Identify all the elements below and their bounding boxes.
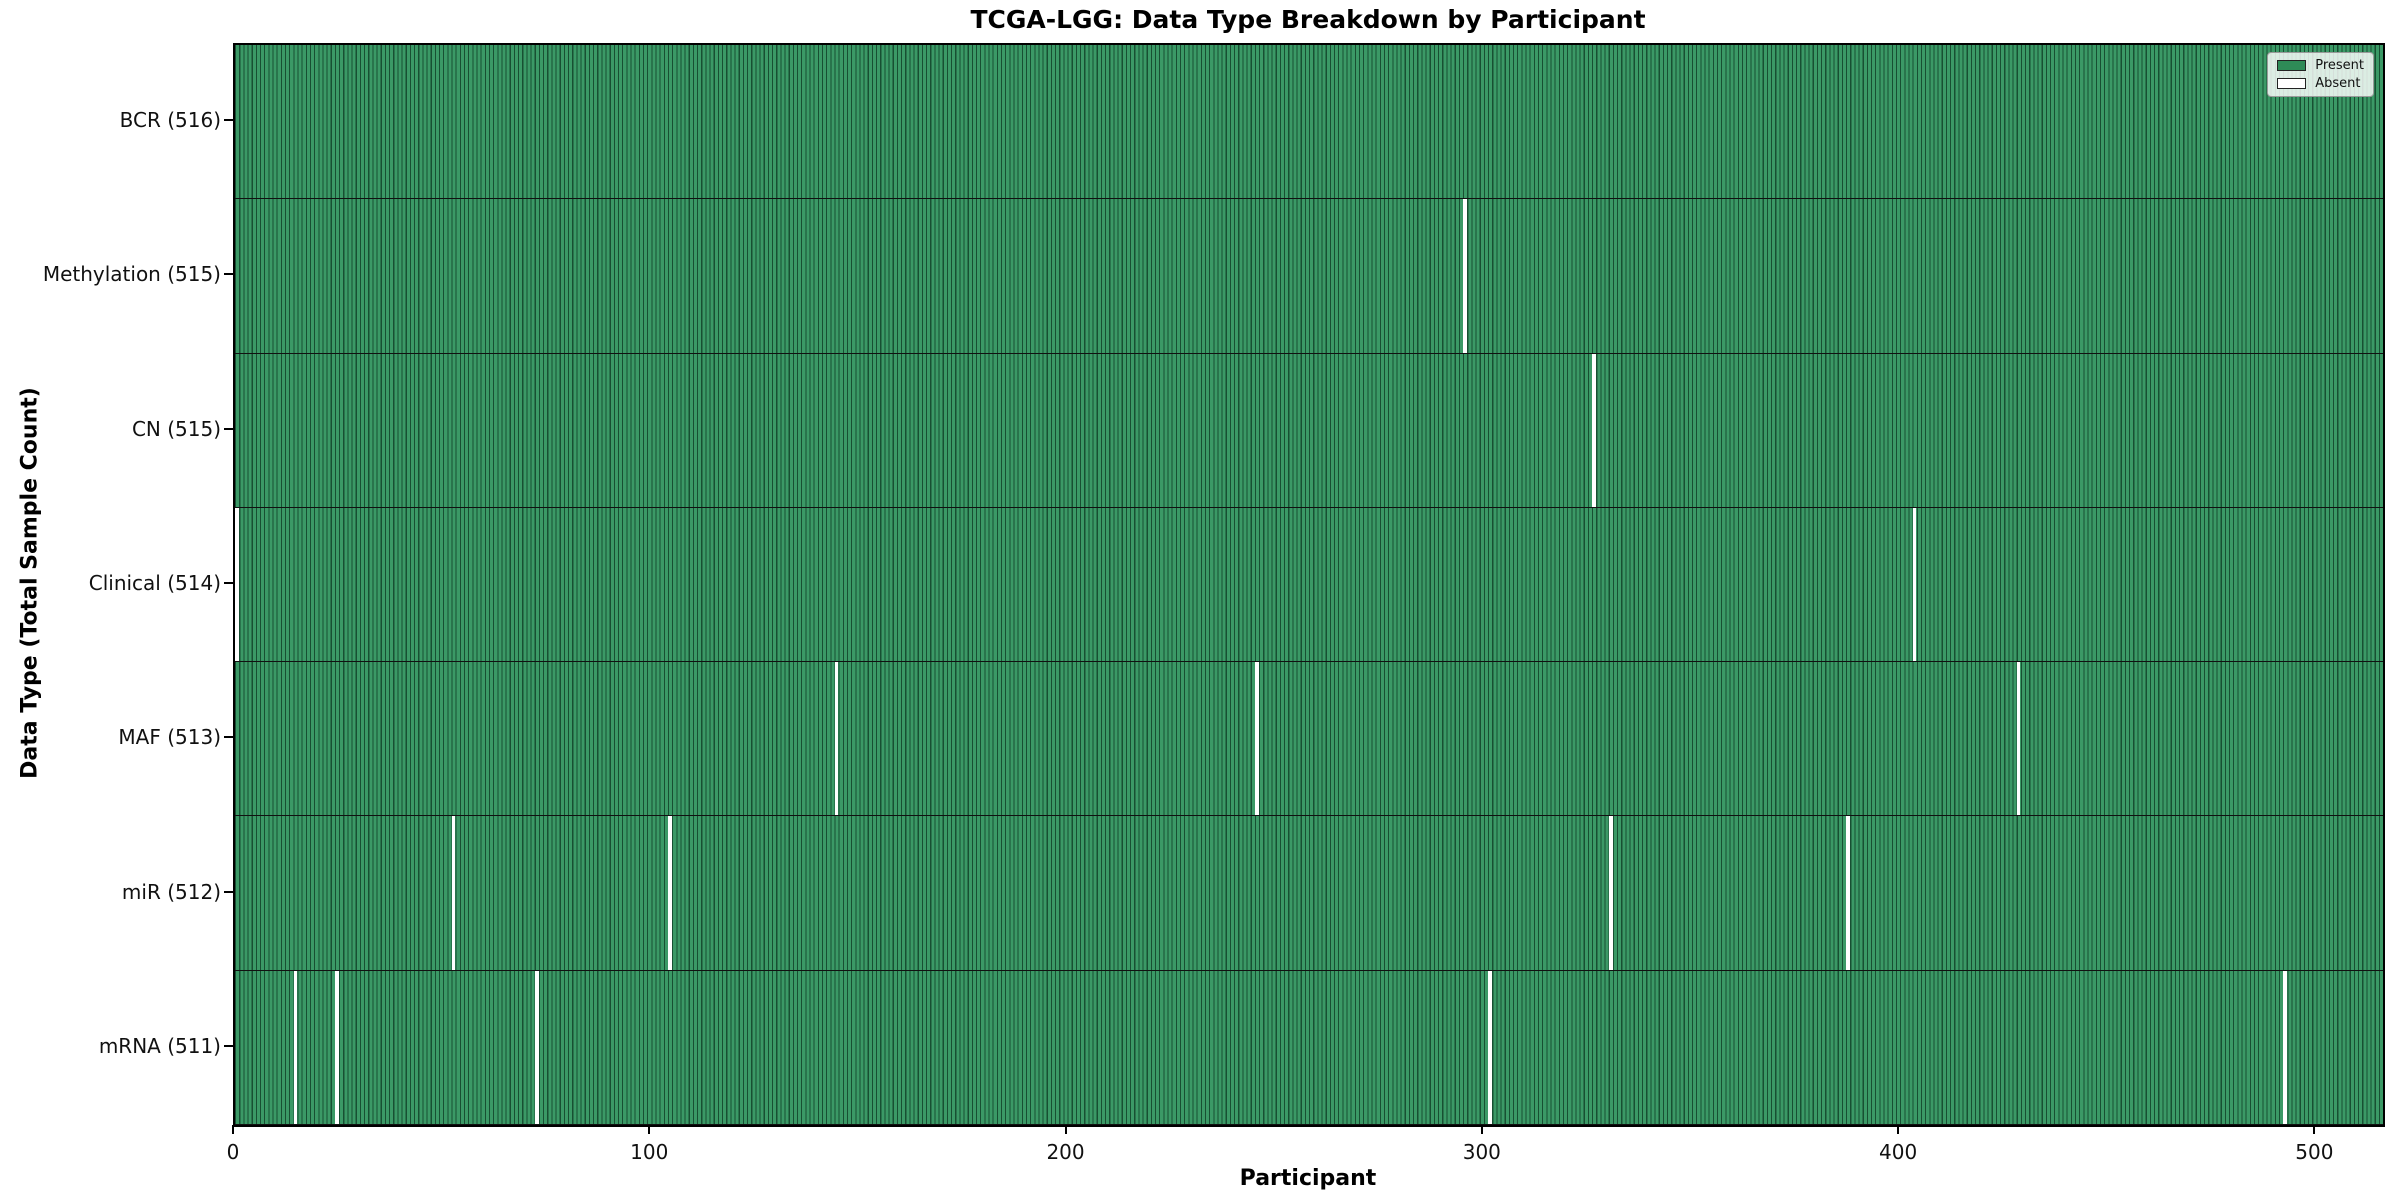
plot-area: Present Absent — [233, 43, 2385, 1127]
absent-gap — [834, 662, 839, 816]
y-tick-label-mRNA: mRNA (511) — [98, 1033, 221, 1058]
data-type-row-Clinical — [235, 507, 2383, 663]
data-type-row-mRNA — [235, 970, 2383, 1125]
legend-label: Absent — [2315, 76, 2361, 91]
x-tick-mark — [1897, 1125, 1900, 1134]
data-type-row-miR — [235, 816, 2383, 971]
x-tick-label-500: 500 — [2295, 1140, 2334, 1164]
data-type-row-MAF — [235, 662, 2383, 817]
absent-gap — [535, 970, 539, 1124]
x-tick-label-200: 200 — [1046, 1140, 1085, 1164]
absent-gap — [451, 816, 456, 970]
x-tick-label-300: 300 — [1462, 1140, 1501, 1164]
data-type-row-Methylation — [235, 199, 2383, 354]
y-tick-mark — [224, 890, 233, 893]
chart-title: TCGA-LGG: Data Type Breakdown by Partici… — [970, 5, 1646, 34]
absent-gap — [293, 970, 298, 1124]
absent-gap — [2017, 662, 2021, 816]
x-tick-mark — [1064, 1125, 1067, 1134]
legend-item-absent: Absent — [2277, 77, 2364, 90]
x-tick-label-0: 0 — [226, 1140, 240, 1164]
y-tick-label-MAF: MAF (513) — [118, 725, 221, 750]
y-tick-label-Clinical: Clinical (514) — [88, 571, 221, 595]
data-type-row-BCR — [235, 45, 2383, 200]
legend-swatch-icon — [2277, 78, 2307, 89]
legend-label: Present — [2315, 58, 2364, 73]
x-tick-mark — [648, 1125, 651, 1134]
y-tick-mark — [224, 736, 233, 739]
y-tick-mark — [224, 427, 233, 430]
x-tick-mark — [1480, 1125, 1483, 1134]
x-tick-label-100: 100 — [630, 1140, 669, 1164]
absent-gap — [235, 507, 239, 662]
y-tick-label-BCR: BCR (516) — [119, 108, 221, 133]
absent-gap — [1846, 816, 1850, 970]
absent-gap — [1609, 816, 1613, 970]
x-axis-label: Participant — [1239, 1166, 1377, 1191]
x-tick-mark — [2313, 1125, 2316, 1134]
legend: Present Absent — [2267, 52, 2374, 97]
legend-swatch-icon — [2277, 60, 2307, 71]
y-axis-label: Data Type (Total Sample Count) — [17, 387, 43, 779]
absent-gap — [1488, 970, 1492, 1124]
y-tick-label-CN: CN (515) — [131, 416, 221, 441]
absent-gap — [1913, 507, 1917, 662]
y-tick-mark — [224, 582, 233, 584]
absent-gap — [1463, 199, 1467, 353]
absent-gap — [1255, 662, 1259, 816]
absent-gap — [1592, 353, 1596, 507]
data-type-row-CN — [235, 353, 2383, 508]
y-tick-label-Methylation: Methylation (515) — [42, 262, 221, 287]
absent-gap — [335, 970, 339, 1124]
y-tick-label-miR: miR (512) — [121, 879, 221, 904]
y-tick-mark — [224, 273, 233, 276]
x-tick-label-400: 400 — [1879, 1140, 1918, 1164]
legend-item-present: Present — [2277, 59, 2364, 72]
absent-gap — [668, 816, 672, 970]
y-tick-mark — [224, 119, 233, 122]
y-tick-mark — [224, 1044, 233, 1047]
absent-gap — [2283, 970, 2287, 1124]
x-tick-mark — [232, 1125, 234, 1134]
